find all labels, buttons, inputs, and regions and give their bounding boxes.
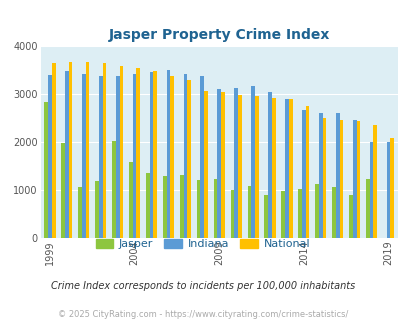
Bar <box>183 74 187 238</box>
Bar <box>281 191 284 238</box>
Bar <box>95 181 98 238</box>
Bar <box>153 71 157 238</box>
Bar <box>61 143 65 238</box>
Bar <box>314 184 318 238</box>
Bar <box>112 141 115 238</box>
Bar <box>365 179 369 238</box>
Bar <box>78 187 82 238</box>
Bar <box>369 142 373 238</box>
Legend: Jasper, Indiana, National: Jasper, Indiana, National <box>91 234 314 253</box>
Bar <box>318 113 322 238</box>
Bar <box>204 91 207 238</box>
Bar <box>301 110 305 238</box>
Bar <box>196 180 200 238</box>
Bar <box>52 63 55 238</box>
Bar <box>85 62 89 238</box>
Text: Crime Index corresponds to incidents per 100,000 inhabitants: Crime Index corresponds to incidents per… <box>51 281 354 291</box>
Bar <box>322 118 326 238</box>
Bar <box>386 142 390 238</box>
Bar <box>179 175 183 238</box>
Bar <box>331 187 335 238</box>
Bar <box>145 174 149 238</box>
Bar <box>82 75 85 238</box>
Bar <box>119 66 123 238</box>
Bar <box>162 176 166 238</box>
Bar <box>339 120 343 238</box>
Bar <box>230 190 234 238</box>
Bar <box>98 76 102 238</box>
Bar <box>284 99 288 238</box>
Bar <box>68 61 72 238</box>
Bar <box>65 71 68 238</box>
Bar <box>335 113 339 238</box>
Bar <box>288 99 292 238</box>
Bar <box>390 138 393 238</box>
Bar <box>247 186 251 238</box>
Bar <box>170 76 174 238</box>
Title: Jasper Property Crime Index: Jasper Property Crime Index <box>108 28 329 42</box>
Bar <box>298 189 301 238</box>
Bar <box>254 96 258 238</box>
Bar <box>213 179 217 238</box>
Bar <box>166 70 170 238</box>
Bar <box>234 88 237 238</box>
Bar <box>149 72 153 238</box>
Bar <box>217 89 221 238</box>
Text: © 2025 CityRating.com - https://www.cityrating.com/crime-statistics/: © 2025 CityRating.com - https://www.city… <box>58 310 347 319</box>
Bar <box>237 95 241 238</box>
Bar <box>132 74 136 238</box>
Bar <box>373 125 376 238</box>
Bar <box>200 76 204 238</box>
Bar <box>356 121 359 238</box>
Bar <box>264 195 268 238</box>
Bar <box>271 98 275 238</box>
Bar <box>48 75 52 238</box>
Bar <box>187 80 190 238</box>
Bar <box>305 106 309 238</box>
Bar <box>268 92 271 238</box>
Bar <box>251 86 254 238</box>
Bar <box>115 76 119 238</box>
Bar <box>221 92 224 238</box>
Bar <box>102 63 106 238</box>
Bar <box>352 120 356 238</box>
Bar <box>129 162 132 238</box>
Bar <box>136 68 140 238</box>
Bar <box>44 102 48 238</box>
Bar <box>348 194 352 238</box>
